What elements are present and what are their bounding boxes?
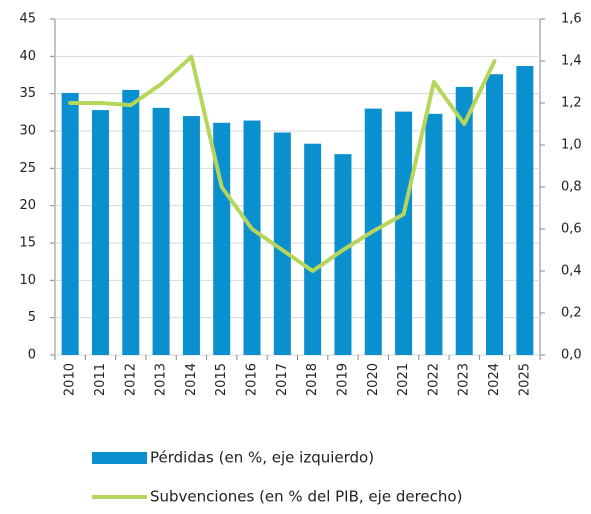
y2-tick-label: 0,6 xyxy=(561,222,582,237)
y2-tick-label: 1,2 xyxy=(561,96,582,111)
y-tick-label: 10 xyxy=(19,273,36,288)
x-tick-label: 2012 xyxy=(123,363,138,396)
bar xyxy=(243,120,261,356)
bar xyxy=(152,107,170,355)
x-tick-label: 2018 xyxy=(305,363,320,396)
bar xyxy=(486,74,504,356)
x-tick-label: 2024 xyxy=(487,363,502,396)
y2-tick-label: 1,0 xyxy=(561,138,582,153)
y2-tick-label: 1,6 xyxy=(561,12,582,27)
y-tick-label: 45 xyxy=(19,12,36,27)
bar xyxy=(425,113,443,356)
legend-label: Subvenciones (en % del PIB, eje derecho) xyxy=(150,488,462,506)
bar xyxy=(334,154,352,355)
y2-tick-label: 0,2 xyxy=(561,306,582,321)
bar xyxy=(213,122,231,355)
x-tick-label: 2020 xyxy=(366,363,381,396)
x-tick-label: 2015 xyxy=(214,363,229,396)
x-tick-label: 2010 xyxy=(63,363,78,396)
y2-tick-label: 0,8 xyxy=(561,180,582,195)
y2-tick-label: 1,4 xyxy=(561,54,582,69)
bar xyxy=(273,132,291,355)
bar xyxy=(455,86,473,356)
x-tick-label: 2016 xyxy=(245,363,260,396)
x-tick-label: 2014 xyxy=(184,363,199,396)
y-tick-label: 15 xyxy=(19,236,36,251)
bar xyxy=(516,66,534,355)
x-tick-label: 2011 xyxy=(93,363,108,396)
y-tick-label: 5 xyxy=(28,310,36,325)
y-tick-label: 30 xyxy=(19,124,36,139)
y-tick-label: 25 xyxy=(19,161,36,176)
bar xyxy=(61,92,79,356)
legend-label: Pérdidas (en %, eje izquierdo) xyxy=(150,449,374,467)
y2-tick-label: 0,0 xyxy=(561,348,582,363)
bar xyxy=(182,116,200,355)
bar xyxy=(122,89,140,355)
bar xyxy=(91,110,109,356)
bar xyxy=(395,111,413,355)
bar xyxy=(304,143,322,355)
line xyxy=(68,54,497,273)
legend: Pérdidas (en %, eje izquierdo) Subvencion… xyxy=(92,449,462,506)
y-tick-label: 40 xyxy=(19,49,36,64)
x-tick-label: 2023 xyxy=(457,363,472,396)
y2-tick-label: 0,4 xyxy=(561,264,582,279)
y-tick-label: 35 xyxy=(19,86,36,101)
legend-swatch xyxy=(92,452,147,464)
x-tick-label: 2025 xyxy=(517,363,532,396)
x-tick-label: 2017 xyxy=(275,363,290,396)
x-tick-label: 2019 xyxy=(335,363,350,396)
y-tick-label: 20 xyxy=(19,198,36,213)
y-tick-label: 0 xyxy=(28,348,36,363)
x-tick-label: 2021 xyxy=(396,363,411,396)
x-tick-label: 2022 xyxy=(426,363,441,396)
x-tick-label: 2013 xyxy=(154,363,169,396)
